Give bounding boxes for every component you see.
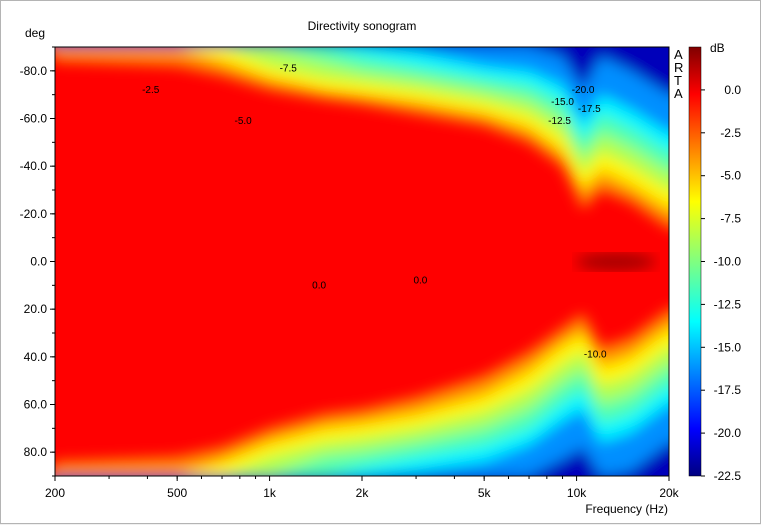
plot-area bbox=[55, 47, 669, 476]
colorbar-label: dB bbox=[710, 41, 725, 55]
watermark-letter: A bbox=[674, 86, 683, 101]
level-band-0 bbox=[55, 47, 669, 476]
y-tick-label: 60.0 bbox=[24, 398, 48, 412]
contour-label: -5.0 bbox=[235, 116, 253, 127]
y-tick-label: -20.0 bbox=[20, 207, 48, 221]
watermark-letter: R bbox=[674, 60, 683, 75]
level-bands bbox=[55, 47, 669, 476]
y-tick-label: -80.0 bbox=[20, 64, 48, 78]
x-tick-label: 200 bbox=[45, 486, 65, 500]
x-axis-ticks: 200 500 1k 2k 5k 10k 20k bbox=[45, 476, 680, 500]
y-tick-label: 20.0 bbox=[24, 302, 48, 316]
x-tick-label: 2k bbox=[356, 486, 370, 500]
colorbar bbox=[688, 46, 702, 477]
x-tick-label: 1k bbox=[263, 486, 277, 500]
y-tick-label: 40.0 bbox=[24, 350, 48, 364]
colorbar-tick-label: -5.0 bbox=[720, 169, 741, 183]
watermark-letter: T bbox=[674, 73, 682, 88]
contour-label: -20.0 bbox=[572, 85, 595, 96]
y-axis-label: deg bbox=[25, 26, 45, 40]
y-tick-label: -40.0 bbox=[20, 159, 48, 173]
chart-title: Directivity sonogram bbox=[308, 19, 417, 33]
dark-core-on-axis bbox=[576, 253, 656, 271]
contour-label: -17.5 bbox=[578, 104, 601, 115]
colorbar-tick-label: -12.5 bbox=[714, 297, 742, 311]
colorbar-ticks: 0.0 -2.5 -5.0 -7.5 -10.0 -12.5 -15.0 -17.5 -20.0… bbox=[701, 83, 741, 483]
contour-label: 0.0 bbox=[312, 280, 326, 291]
y-tick-label: 80.0 bbox=[24, 445, 48, 459]
colorbar-tick-label: -15.0 bbox=[714, 340, 742, 354]
contour-label: -10.0 bbox=[584, 349, 607, 360]
y-tick-label: 0.0 bbox=[30, 255, 47, 269]
x-tick-label: 5k bbox=[478, 486, 492, 500]
watermark-letter: A bbox=[674, 47, 683, 62]
contour-label: -15.0 bbox=[551, 97, 574, 108]
y-axis-ticks: -80.0 -60.0 -40.0 -20.0 0.0 20.0 40.0 60.0 80.0 bbox=[20, 46, 55, 477]
level-band-5 bbox=[55, 47, 669, 476]
x-tick-label: 20k bbox=[659, 486, 679, 500]
colorbar-tick-label: -7.5 bbox=[720, 212, 741, 226]
colorbar-tick-label: -17.5 bbox=[714, 383, 742, 397]
x-tick-label: 500 bbox=[167, 486, 187, 500]
colorbar-tick-label: -10.0 bbox=[714, 255, 742, 269]
contour-label: -12.5 bbox=[548, 116, 571, 127]
contour-label: -2.5 bbox=[142, 85, 160, 96]
contour-label: -7.5 bbox=[280, 63, 298, 74]
x-tick-label: 10k bbox=[567, 486, 587, 500]
contour-labels: -2.5 -7.5 -5.0 -20.0-15.0 -17.5 -12.5 0.0 0.0 -1… bbox=[142, 63, 607, 360]
colorbar-tick-label: -2.5 bbox=[720, 126, 741, 140]
colorbar-tick-label: -20.0 bbox=[714, 426, 742, 440]
colorbar-tick-label: 0.0 bbox=[724, 83, 741, 97]
y-tick-label: -60.0 bbox=[20, 112, 48, 126]
x-axis-label: Frequency (Hz) bbox=[585, 502, 668, 516]
contour-label: 0.0 bbox=[413, 276, 427, 287]
colorbar-tick-label: -22.5 bbox=[714, 469, 742, 483]
